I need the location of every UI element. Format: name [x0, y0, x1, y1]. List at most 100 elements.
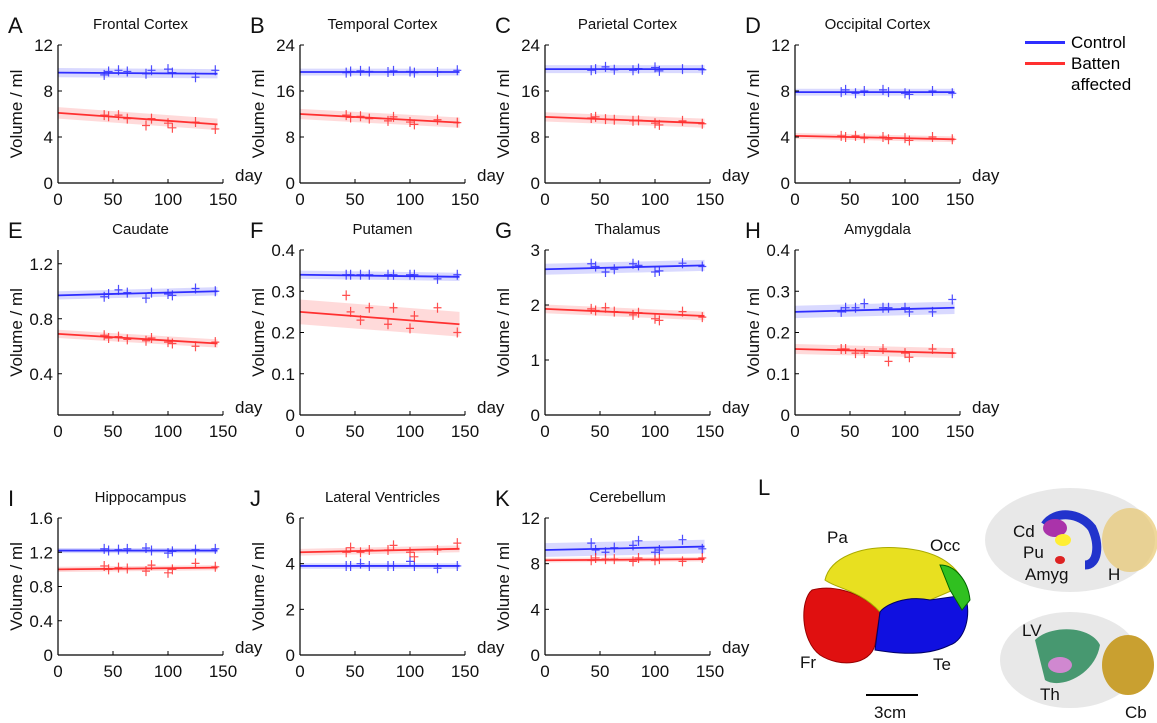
- data-point: [164, 64, 172, 75]
- data-point: [610, 64, 619, 75]
- data-point: [142, 335, 150, 346]
- y-tick-label: 0: [781, 406, 790, 425]
- x-tick-label: 0: [540, 662, 549, 681]
- y-tick-label: 0: [531, 646, 540, 665]
- data-point: [634, 552, 643, 563]
- y-tick-label: 12: [771, 36, 790, 55]
- panel-letter: K: [495, 486, 510, 511]
- putamen-shape: [1055, 534, 1071, 546]
- data-point: [168, 564, 177, 575]
- panel-title: Thalamus: [595, 221, 661, 238]
- legend-item: Control: [1025, 32, 1155, 53]
- data-point: [342, 290, 351, 301]
- data-point: [587, 538, 596, 549]
- region-label: Te: [933, 655, 951, 674]
- data-point: [601, 302, 610, 313]
- data-point: [147, 113, 156, 124]
- x-tick-label: 100: [154, 662, 182, 681]
- y-axis-label: Volume / ml: [494, 542, 513, 631]
- data-point: [433, 67, 442, 78]
- x-tick-label: 0: [790, 190, 799, 209]
- fit-line: [299, 273, 460, 278]
- x-tick-label: 150: [696, 422, 724, 441]
- data-point: [433, 544, 442, 555]
- data-point: [164, 567, 172, 578]
- data-point: [142, 566, 150, 577]
- data-point: [147, 545, 156, 556]
- fit-line: [794, 306, 955, 313]
- data-point: [928, 344, 937, 354]
- fit-line: [57, 111, 218, 126]
- fit-line: [544, 115, 705, 125]
- panel: C Parietal Cortex Volume / ml day 0 8 16 24 0 50 1…: [494, 13, 750, 209]
- y-tick-label: 4: [44, 128, 53, 147]
- x-tick-label: 50: [346, 662, 365, 681]
- panel-title: Temporal Cortex: [327, 16, 438, 33]
- data-point: [698, 543, 707, 554]
- data-point: [211, 337, 220, 348]
- data-point: [655, 65, 664, 76]
- data-point: [147, 65, 156, 76]
- data-point: [851, 348, 860, 359]
- data-point: [100, 543, 109, 554]
- panel: H Amygdala Volume / ml day 0 0.1 0.2 0.3 0.4 0 50 1…: [744, 218, 1000, 441]
- y-tick-label: 0: [286, 174, 295, 193]
- data-point: [905, 89, 914, 100]
- y-tick-label: 8: [781, 82, 790, 101]
- data-point: [342, 547, 351, 558]
- data-point: [406, 547, 414, 558]
- data-point: [389, 560, 398, 571]
- data-point: [114, 65, 123, 76]
- data-point: [651, 62, 659, 73]
- y-tick-label: 0.1: [271, 365, 295, 384]
- data-point: [837, 306, 846, 317]
- data-point: [406, 556, 414, 567]
- y-tick-label: 1.2: [29, 255, 53, 274]
- thalamus-shape: [1048, 657, 1072, 673]
- x-tick-label: 50: [591, 662, 610, 681]
- data-point: [433, 563, 442, 574]
- data-point: [389, 111, 398, 122]
- data-point: [410, 269, 419, 280]
- x-tick-label: 0: [540, 422, 549, 441]
- panel-title: Cerebellum: [589, 489, 666, 506]
- data-point: [147, 287, 156, 298]
- y-tick-label: 12: [521, 509, 540, 528]
- y-axis-label: Volume / ml: [249, 288, 268, 377]
- data-point: [860, 86, 869, 96]
- panel: B Temporal Cortex Volume / ml day 0 8 16 24 0 50 1…: [249, 13, 505, 209]
- data-point: [901, 348, 909, 359]
- frontal-region: [803, 587, 881, 664]
- data-point: [610, 114, 619, 125]
- data-point: [948, 348, 957, 359]
- data-point: [905, 352, 914, 363]
- y-axis-label: Volume / ml: [494, 70, 513, 159]
- data-point: [100, 560, 109, 571]
- x-tick-label: 100: [641, 422, 669, 441]
- x-tick-label: 150: [451, 662, 479, 681]
- data-point: [698, 312, 707, 323]
- x-axis-label: day: [972, 398, 1000, 417]
- y-tick-label: 4: [286, 555, 295, 574]
- data-point: [164, 118, 172, 129]
- data-point: [100, 330, 109, 341]
- data-point: [211, 543, 220, 554]
- y-tick-label: 16: [276, 82, 295, 101]
- panel-letter: A: [8, 13, 23, 38]
- data-point: [841, 302, 850, 313]
- data-point: [591, 305, 600, 316]
- data-point: [147, 560, 156, 571]
- x-tick-label: 0: [540, 190, 549, 209]
- data-point: [211, 286, 220, 297]
- panel-letter: F: [250, 218, 263, 243]
- y-tick-label: 0.4: [29, 365, 53, 384]
- x-axis-label: day: [235, 166, 263, 185]
- legend-item: Batten affected: [1025, 53, 1155, 95]
- cerebellum-shape: [1102, 635, 1154, 695]
- x-tick-label: 0: [295, 422, 304, 441]
- x-tick-label: 100: [891, 190, 919, 209]
- data-point: [884, 87, 893, 98]
- y-tick-label: 0.4: [29, 612, 53, 631]
